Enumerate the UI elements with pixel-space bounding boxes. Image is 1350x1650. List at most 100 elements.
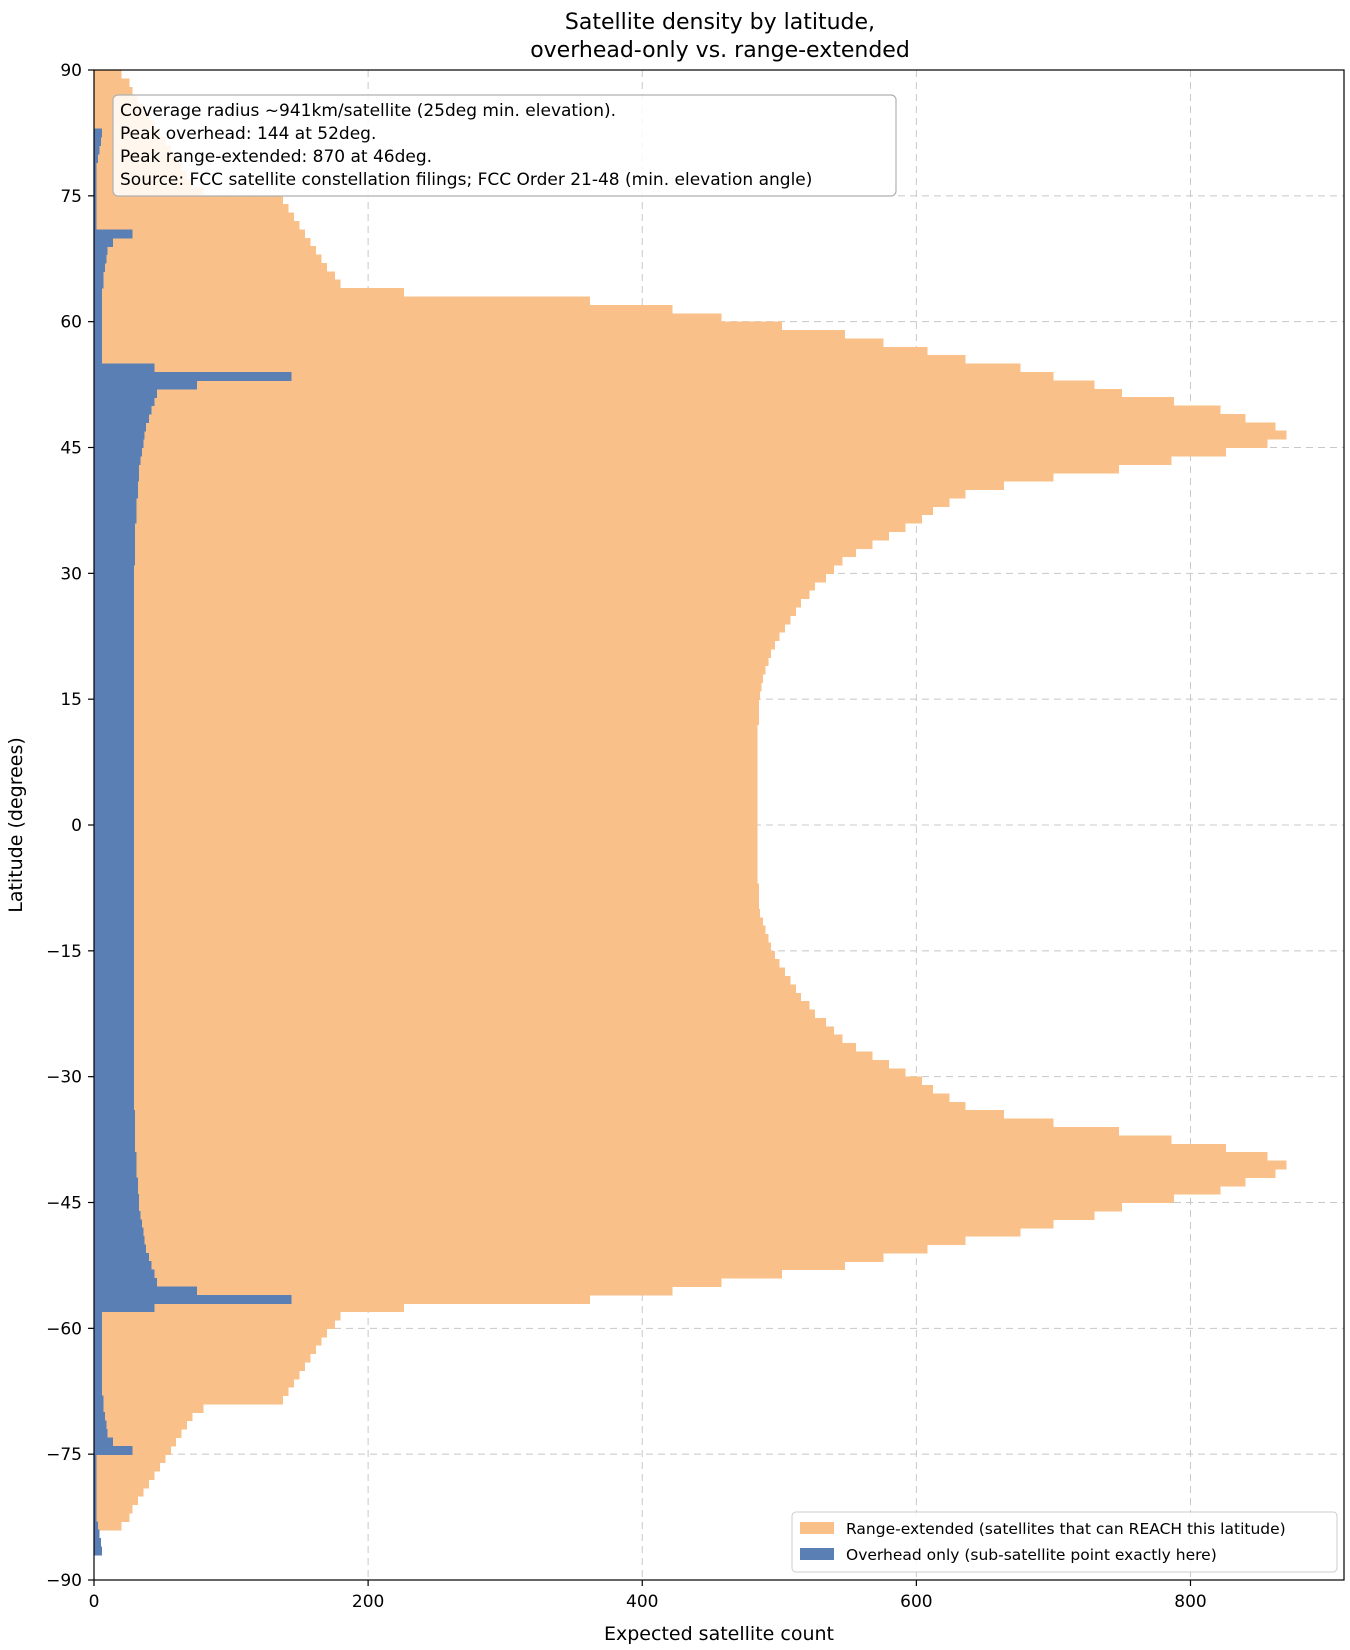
- bar-range-extended: [94, 799, 758, 809]
- bar-overhead-only: [94, 1101, 134, 1111]
- bar-range-extended: [94, 606, 796, 616]
- chart-title-line-2: overhead-only vs. range-extended: [530, 38, 910, 63]
- range-extended-series: [94, 70, 1287, 1531]
- bar-overhead-only: [94, 1370, 103, 1380]
- annotation-line-peak-range: Peak range-extended: 870 at 46deg.: [120, 147, 432, 167]
- x-tick-label: 600: [900, 1592, 932, 1612]
- x-tick-label: 200: [352, 1592, 384, 1612]
- bar-range-extended: [94, 271, 336, 281]
- y-tick-label: −90: [46, 1571, 82, 1591]
- bar-range-extended: [94, 506, 933, 516]
- bar-range-extended: [94, 1470, 155, 1480]
- bar-overhead-only: [94, 1059, 134, 1069]
- bar-range-extended: [94, 397, 1175, 407]
- bar-overhead-only: [94, 405, 152, 415]
- bar-range-extended: [94, 749, 758, 759]
- bar-range-extended: [94, 288, 404, 298]
- bar-overhead-only: [94, 422, 147, 432]
- bar-range-extended: [94, 1261, 846, 1271]
- bar-overhead-only: [94, 590, 134, 600]
- bar-overhead-only: [94, 573, 134, 583]
- bar-overhead-only: [94, 791, 134, 801]
- bar-overhead-only: [94, 556, 136, 566]
- bar-overhead-only: [94, 1512, 97, 1522]
- bar-overhead-only: [94, 1420, 107, 1430]
- bar-range-extended: [94, 967, 785, 977]
- y-tick-label: −60: [46, 1319, 82, 1339]
- chart-title-line-1: Satellite density by latitude,: [565, 10, 875, 35]
- bar-range-extended: [94, 1210, 1095, 1220]
- bar-range-extended: [94, 690, 761, 700]
- bar-range-extended: [94, 1319, 336, 1329]
- bar-range-extended: [94, 497, 950, 507]
- y-tick-label: 60: [60, 313, 82, 333]
- bar-range-extended: [94, 1227, 1021, 1237]
- bar-overhead-only: [94, 757, 134, 767]
- bar-overhead-only: [94, 1034, 134, 1044]
- bar-overhead-only: [94, 707, 134, 717]
- bar-range-extended: [94, 875, 758, 885]
- bar-overhead-only: [94, 1236, 145, 1246]
- bar-overhead-only: [94, 321, 103, 331]
- bar-overhead-only: [94, 1252, 149, 1262]
- bar-range-extended: [94, 715, 759, 725]
- bar-range-extended: [94, 363, 1021, 373]
- bar-overhead-only: [94, 304, 103, 314]
- bar-overhead-only: [94, 1336, 103, 1346]
- bar-overhead-only: [94, 523, 136, 532]
- bar-range-extended: [94, 774, 758, 784]
- bar-overhead-only: [94, 808, 134, 818]
- bar-overhead-only: [94, 363, 155, 373]
- bar-overhead-only: [94, 606, 134, 616]
- x-tick-label: 0: [89, 1592, 100, 1612]
- bar-range-extended: [94, 1429, 182, 1438]
- bar-range-extended: [94, 86, 133, 96]
- bar-range-extended: [94, 732, 758, 742]
- bar-overhead-only: [94, 1085, 134, 1095]
- bar-overhead-only: [94, 1303, 155, 1313]
- legend-label-overhead-only: Overhead only (sub-satellite point exact…: [846, 1546, 1217, 1564]
- bar-range-extended: [94, 304, 673, 314]
- bar-overhead-only: [94, 262, 105, 272]
- bar-overhead-only: [94, 1127, 136, 1136]
- bar-overhead-only: [94, 472, 140, 482]
- bar-overhead-only: [94, 825, 134, 834]
- bar-range-extended: [94, 808, 758, 818]
- bar-overhead-only: [94, 506, 137, 516]
- bar-range-extended: [94, 330, 846, 340]
- bar-range-extended: [94, 581, 815, 591]
- bar-range-extended: [94, 950, 776, 960]
- bar-range-extended: [94, 372, 1054, 381]
- bar-overhead-only: [94, 1345, 103, 1355]
- bar-overhead-only: [94, 237, 114, 247]
- bar-range-extended: [94, 1420, 188, 1430]
- bar-overhead-only: [94, 338, 103, 348]
- bar-overhead-only: [94, 489, 138, 499]
- bar-overhead-only: [94, 984, 134, 994]
- bar-range-extended: [94, 1521, 122, 1531]
- bar-range-extended: [94, 598, 802, 608]
- bar-overhead-only: [94, 615, 134, 625]
- bar-overhead-only: [94, 1470, 97, 1480]
- bar-overhead-only: [94, 783, 134, 793]
- bar-overhead-only: [94, 1496, 97, 1506]
- bar-overhead-only: [94, 1454, 97, 1464]
- bar-overhead-only: [94, 413, 149, 423]
- bar-range-extended: [94, 229, 306, 239]
- bar-range-extended: [94, 1185, 1221, 1195]
- bar-range-extended: [94, 984, 796, 994]
- bar-range-extended: [94, 1059, 889, 1069]
- bar-range-extended: [94, 1219, 1054, 1229]
- y-tick-label: 45: [60, 439, 82, 459]
- bar-overhead-only: [94, 1269, 155, 1279]
- bar-range-extended: [94, 212, 295, 222]
- bar-range-extended: [94, 355, 966, 365]
- bar-range-extended: [94, 346, 928, 356]
- bar-range-extended: [94, 321, 783, 331]
- bar-overhead-only: [94, 1210, 141, 1220]
- bar-overhead-only: [94, 1487, 97, 1497]
- bar-overhead-only: [94, 1437, 114, 1447]
- bar-range-extended: [94, 892, 759, 902]
- bar-overhead-only: [94, 1168, 137, 1178]
- bar-range-extended: [94, 934, 769, 944]
